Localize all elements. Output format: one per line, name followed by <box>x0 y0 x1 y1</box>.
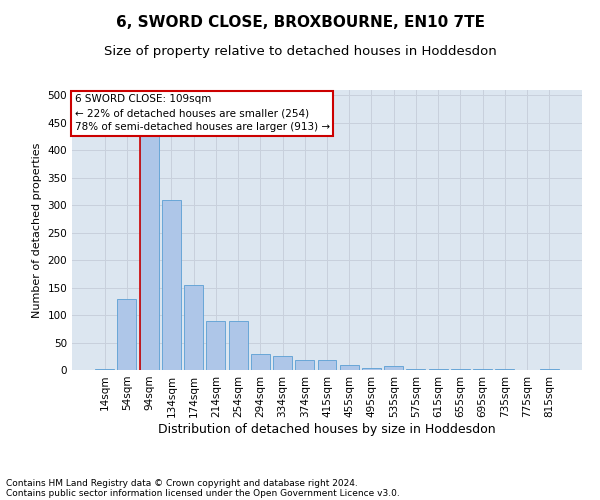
Bar <box>429 369 448 370</box>
Bar <box>229 320 248 370</box>
Bar <box>295 360 314 370</box>
Bar <box>384 366 403 370</box>
Text: Contains public sector information licensed under the Open Government Licence v3: Contains public sector information licen… <box>6 488 400 498</box>
Text: Contains HM Land Registry data © Crown copyright and database right 2024.: Contains HM Land Registry data © Crown c… <box>6 478 358 488</box>
Text: 6, SWORD CLOSE, BROXBOURNE, EN10 7TE: 6, SWORD CLOSE, BROXBOURNE, EN10 7TE <box>115 15 485 30</box>
Bar <box>162 200 181 370</box>
X-axis label: Distribution of detached houses by size in Hoddesdon: Distribution of detached houses by size … <box>158 422 496 436</box>
Bar <box>406 369 425 370</box>
Y-axis label: Number of detached properties: Number of detached properties <box>32 142 42 318</box>
Bar <box>184 285 203 370</box>
Bar <box>273 356 292 370</box>
Bar <box>95 369 114 370</box>
Bar <box>317 360 337 370</box>
Bar <box>140 128 158 370</box>
Text: Size of property relative to detached houses in Hoddesdon: Size of property relative to detached ho… <box>104 45 496 58</box>
Bar <box>251 354 270 370</box>
Bar <box>340 365 359 370</box>
Text: 6 SWORD CLOSE: 109sqm
← 22% of detached houses are smaller (254)
78% of semi-det: 6 SWORD CLOSE: 109sqm ← 22% of detached … <box>74 94 329 132</box>
Bar <box>362 368 381 370</box>
Bar <box>118 298 136 370</box>
Bar <box>206 320 225 370</box>
